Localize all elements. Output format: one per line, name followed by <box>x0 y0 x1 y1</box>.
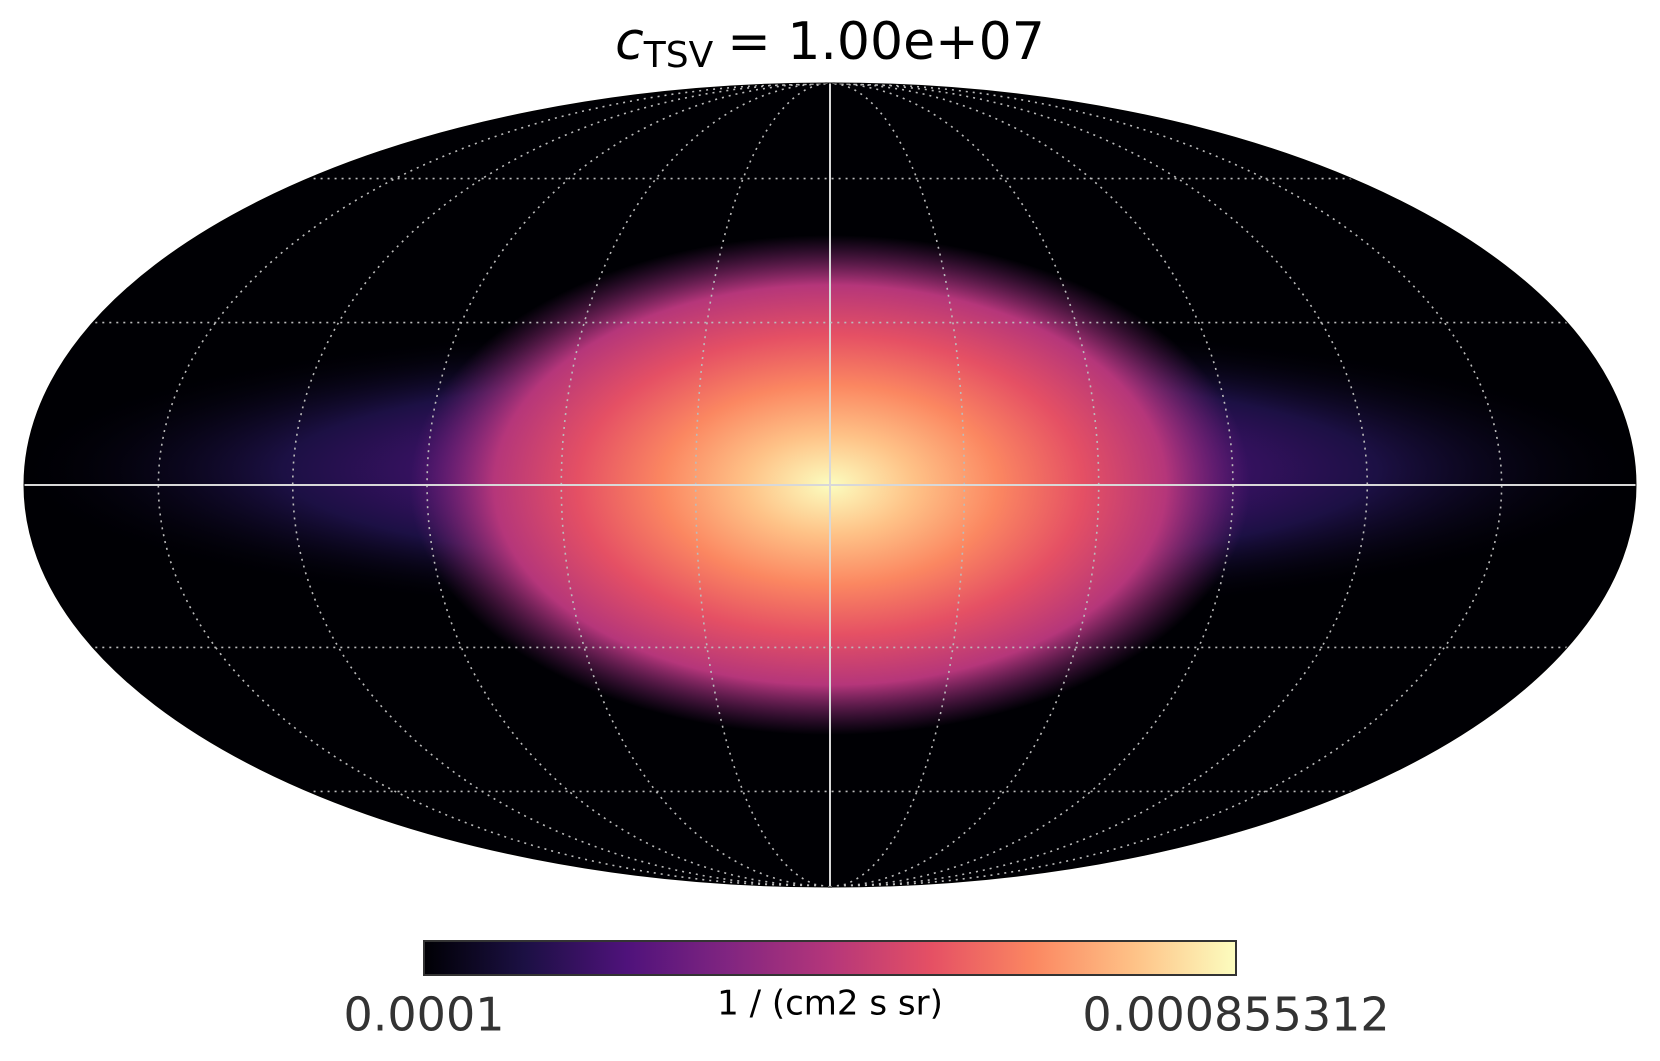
graticule-line <box>829 82 1369 888</box>
map-outline <box>23 82 1637 888</box>
colorbar <box>423 940 1237 976</box>
title-text: = 1.00e+07 <box>727 12 1045 72</box>
colorbar-unit: 1 / (cm2 s sr) <box>717 984 943 1024</box>
graticule <box>24 82 1636 888</box>
graticule-line <box>157 82 831 888</box>
colorbar-max-label: 0.000855312 <box>1082 988 1389 1042</box>
chart-title: cTSV = 1.00e+07 <box>615 12 1045 76</box>
colorbar-min-label: 0.0001 <box>344 988 505 1042</box>
graticule-line <box>426 82 831 888</box>
title-subscript: TSV <box>643 35 714 76</box>
graticule-line <box>829 82 1503 888</box>
title-symbol: c <box>615 12 644 72</box>
